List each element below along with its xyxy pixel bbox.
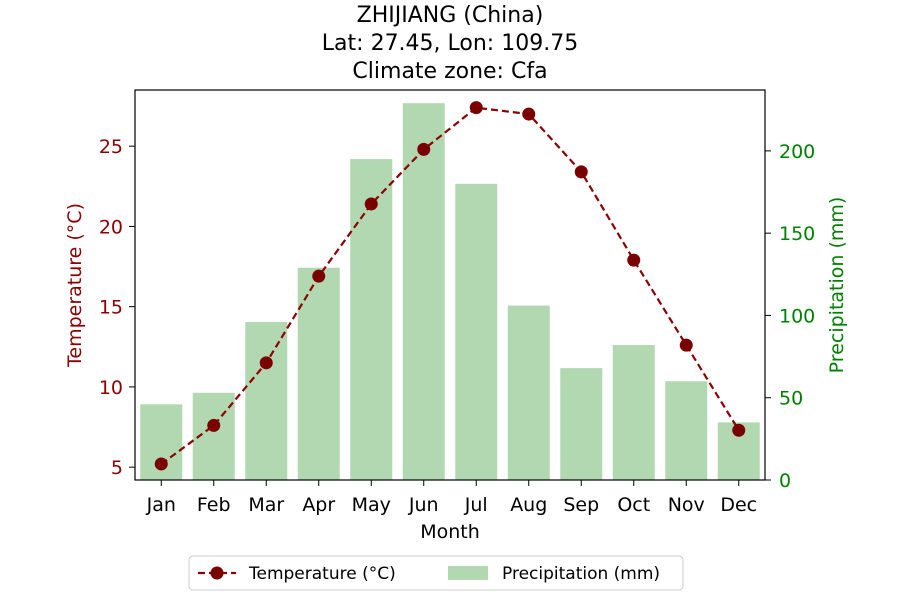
x-tick-label-sep: Sep [563, 494, 599, 516]
legend-temperature-label: Temperature (°C) [248, 564, 396, 584]
title-line-3: Climate zone: Cfa [352, 59, 547, 84]
month-axis: Jan Feb Mar Apr May Jun Jul Aug Sep Oct Nov Dec Mont… [146, 480, 757, 543]
plot-frame [134, 89, 766, 481]
left-tick-label: 5 [111, 457, 123, 479]
right-tick-label: 200 [779, 141, 815, 163]
right-axis-label: Precipitation (mm) [826, 197, 848, 374]
x-tick-label-oct: Oct [617, 494, 650, 516]
plot-border [134, 89, 766, 481]
precip-bar-apr [297, 267, 340, 480]
x-tick-label-feb: Feb [197, 494, 231, 516]
left-tick-label: 15 [99, 297, 123, 319]
right-tick-label: 150 [779, 223, 815, 245]
temp-point-nov [679, 338, 693, 352]
precip-bar-nov [665, 381, 708, 480]
x-tick-label-jun: Jun [408, 494, 439, 516]
temp-point-jun [417, 142, 431, 156]
legend-temperature-marker [210, 566, 224, 580]
left-tick-label: 25 [99, 136, 123, 158]
chart-title: ZHIJIANG (China) Lat: 27.45, Lon: 109.75 C… [322, 3, 578, 84]
x-tick-label-apr: Apr [302, 494, 335, 516]
title-line-1: ZHIJIANG (China) [357, 3, 544, 28]
x-tick-label-aug: Aug [510, 494, 547, 516]
right-tick-label: 100 [779, 305, 815, 327]
temp-point-jan [154, 457, 168, 471]
temp-point-may [364, 197, 378, 211]
precip-bar-may [350, 159, 393, 480]
x-tick-label-mar: Mar [248, 494, 284, 516]
right-tick-label: 0 [779, 470, 791, 492]
temperature-line [154, 101, 746, 471]
legend-precipitation-label: Precipitation (mm) [502, 564, 660, 584]
left-tick-label: 10 [99, 377, 123, 399]
title-line-2: Lat: 27.45, Lon: 109.75 [322, 31, 578, 56]
precip-bar-sep [560, 368, 603, 480]
legend: Temperature (°C) Precipitation (mm) [188, 555, 684, 591]
precip-bar-oct [612, 345, 655, 480]
precip-bar-mar [245, 322, 288, 480]
x-axis-label: Month [420, 521, 480, 543]
temp-point-jul [469, 101, 483, 115]
x-tick-label-may: May [352, 494, 391, 516]
precip-bar-jul [455, 183, 498, 480]
precip-bar-aug [507, 305, 550, 480]
right-tick-label: 50 [779, 388, 803, 410]
legend-box [188, 555, 684, 591]
left-axis-label: Temperature (°C) [64, 203, 86, 368]
x-tick-label-jan: Jan [146, 494, 176, 516]
x-tick-label-dec: Dec [720, 494, 757, 516]
temperature-line-path [160, 106, 740, 465]
temp-point-feb [207, 418, 221, 432]
temperature-axis: 5 10 15 20 25 Temperature (°C) [64, 136, 135, 479]
temp-point-dec [732, 423, 746, 437]
x-tick-label-jul: Jul [464, 494, 488, 516]
precipitation-axis: 0 50 100 150 200 Precipitation (mm) [765, 141, 848, 492]
temp-point-aug [522, 107, 536, 121]
legend-precipitation-swatch [448, 566, 488, 580]
temp-point-mar [259, 356, 273, 370]
temp-point-sep [574, 165, 588, 179]
x-tick-label-nov: Nov [668, 494, 705, 516]
temp-point-apr [312, 269, 326, 283]
precipitation-bars [140, 103, 760, 481]
left-tick-label: 20 [99, 216, 123, 238]
precip-bar-jun [402, 103, 445, 481]
temp-point-oct [627, 253, 641, 267]
